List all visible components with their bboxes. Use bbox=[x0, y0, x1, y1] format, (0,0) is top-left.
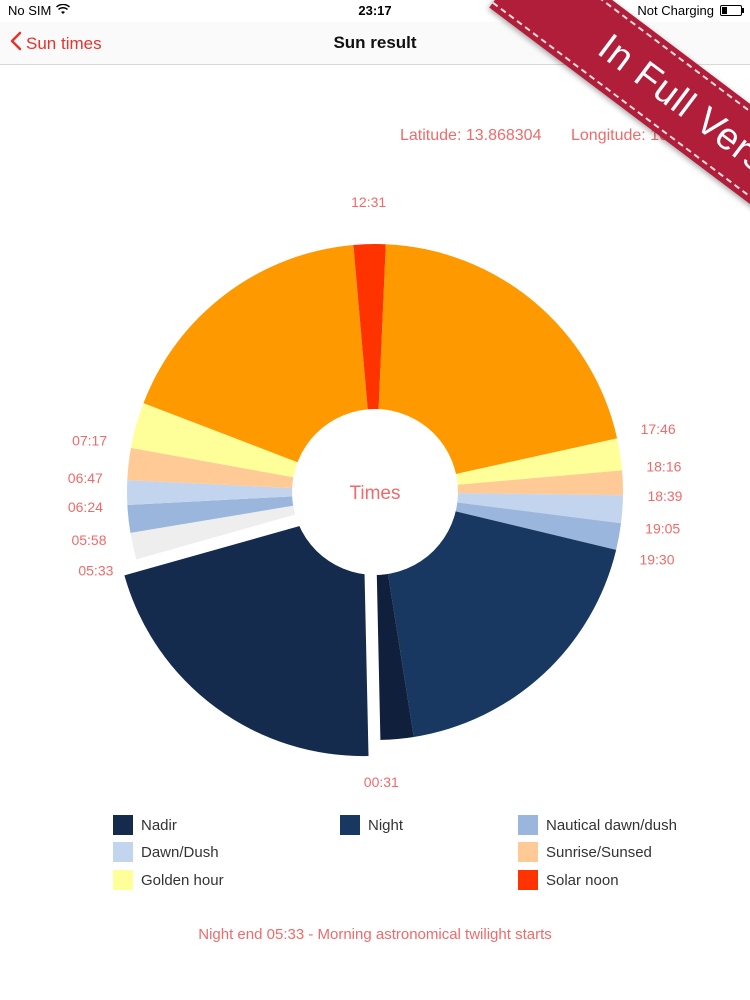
legend-swatch bbox=[518, 870, 538, 890]
pie-segment-night[interactable] bbox=[375, 492, 617, 737]
legend-swatch bbox=[113, 815, 133, 835]
pie-segment-solar-noon[interactable] bbox=[353, 244, 386, 492]
legend-swatch bbox=[340, 815, 360, 835]
legend-label: Dawn/Dush bbox=[141, 843, 219, 861]
status-bar: No SIM 23:17 Not Charging bbox=[0, 0, 750, 22]
legend-swatch bbox=[518, 815, 538, 835]
legend-item-nautical: Nautical dawn/dush bbox=[518, 815, 677, 835]
time-label: 06:47 bbox=[68, 470, 103, 486]
pie-segment-dawn-dush[interactable] bbox=[126, 480, 375, 505]
legend-item-dawn: Dawn/Dush bbox=[113, 842, 219, 862]
legend-label: Night bbox=[368, 816, 404, 834]
pie-segment-day[interactable] bbox=[375, 244, 618, 492]
legend-label: Sunrise/Sunsed bbox=[546, 843, 652, 861]
wifi-icon bbox=[56, 3, 71, 18]
full-version-ribbon[interactable]: In Full Version bbox=[420, 0, 750, 270]
status-right: Not Charging bbox=[637, 3, 744, 18]
pie-segment-nadir[interactable] bbox=[124, 508, 369, 757]
legend-swatch bbox=[518, 842, 538, 862]
status-left: No SIM bbox=[8, 3, 71, 18]
time-label: 05:58 bbox=[71, 532, 106, 548]
back-button-label: Sun times bbox=[26, 33, 102, 53]
legend-label: Nadir bbox=[141, 816, 177, 834]
legend-item-solar-noon: Solar noon bbox=[518, 870, 619, 890]
back-button[interactable]: Sun times bbox=[10, 31, 102, 56]
page-title: Sun result bbox=[333, 33, 417, 52]
legend-swatch bbox=[113, 870, 133, 890]
battery-icon bbox=[720, 5, 744, 16]
charging-status: Not Charging bbox=[637, 3, 714, 18]
time-label: 18:16 bbox=[646, 459, 681, 475]
chart-legend: Nadir Night Nautical dawn/dush Dawn/Dush… bbox=[0, 812, 750, 912]
time-label: 07:17 bbox=[72, 432, 107, 448]
legend-label: Solar noon bbox=[546, 871, 619, 889]
time-label: 17:46 bbox=[641, 421, 676, 437]
chevron-left-icon bbox=[10, 31, 22, 56]
latitude-label: Latitude: 13.868304 bbox=[400, 127, 542, 144]
time-label: 19:05 bbox=[645, 521, 680, 537]
ribbon-banner[interactable]: In Full Version bbox=[489, 0, 750, 270]
legend-label: Nautical dawn/dush bbox=[546, 816, 677, 834]
time-label: 00:31 bbox=[364, 774, 399, 790]
chart-center-label: Times bbox=[349, 483, 400, 504]
time-label: 12:31 bbox=[351, 194, 386, 210]
ribbon-label: In Full Version bbox=[590, 25, 750, 214]
time-label: 19:30 bbox=[639, 552, 674, 568]
time-label: 05:33 bbox=[78, 563, 113, 579]
time-label: 06:24 bbox=[68, 499, 103, 515]
legend-item-golden: Golden hour bbox=[113, 870, 224, 890]
legend-swatch bbox=[113, 842, 133, 862]
status-time: 23:17 bbox=[358, 3, 392, 18]
pie-segment-day[interactable] bbox=[143, 244, 375, 492]
legend-label: Golden hour bbox=[141, 871, 224, 889]
time-label: 18:39 bbox=[647, 488, 682, 504]
carrier-label: No SIM bbox=[8, 3, 52, 18]
status-message: Night end 05:33 - Morning astronomical t… bbox=[198, 926, 552, 943]
chart-center-hole bbox=[292, 409, 458, 575]
pie-time-labels: 12:31 07:17 06:47 06:24 05:58 05:33 00:31 19:30… bbox=[68, 194, 683, 790]
legend-item-nadir: Nadir bbox=[113, 815, 177, 835]
legend-item-night: Night bbox=[340, 815, 403, 835]
legend-item-sunrise: Sunrise/Sunsed bbox=[518, 842, 652, 862]
